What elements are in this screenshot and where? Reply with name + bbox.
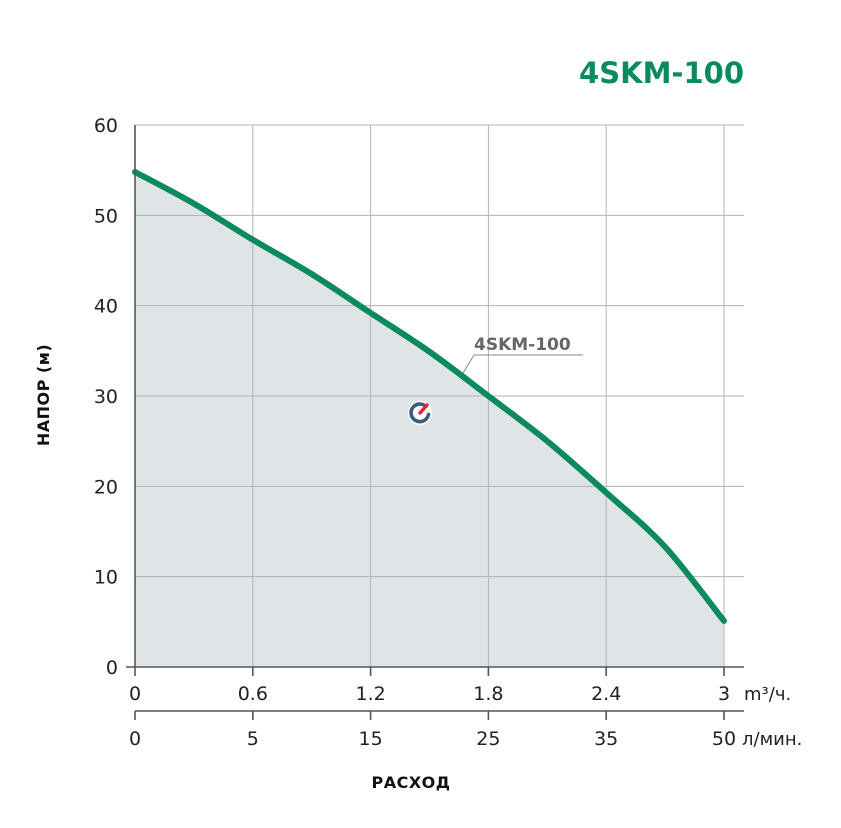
x-unit-secondary: л/мин. (742, 729, 802, 750)
series-curve (132, 168, 727, 624)
y-tick-label: 60 (94, 115, 118, 137)
x-tick-label-primary: 2.4 (591, 683, 621, 705)
x-axis-title: РАСХОД (371, 773, 450, 792)
x-tick-label-secondary: 50 (712, 728, 736, 750)
x-tick-label-secondary: 0 (129, 728, 141, 750)
x-tick-label-secondary: 25 (476, 728, 500, 750)
x-tick-label-primary: 0 (129, 683, 141, 705)
y-tick-label: 50 (94, 205, 118, 227)
series-label-callout: 4SKM-100 (462, 335, 583, 374)
axes (126, 125, 744, 720)
y-tick-label: 0 (106, 657, 118, 679)
y-axis-title: НАПОР (м) (34, 344, 53, 446)
x-tick-label-primary: 1.8 (473, 683, 503, 705)
y-tick-label: 10 (94, 567, 118, 589)
chart-title: 4SKM-100 (579, 56, 744, 90)
x-tick-label-primary: 0.6 (238, 683, 268, 705)
y-tick-label: 30 (94, 386, 118, 408)
series-label-leader (462, 354, 475, 374)
y-tick-label: 40 (94, 296, 118, 318)
y-tick-label: 20 (94, 476, 118, 498)
series-label: 4SKM-100 (474, 335, 571, 355)
series-line (132, 168, 727, 624)
x-tick-label-secondary: 5 (247, 728, 259, 750)
x-tick-label-secondary: 15 (359, 728, 383, 750)
x-tick-labels-primary: 0 0.6 1.2 1.8 2.4 3 (129, 683, 730, 705)
grid (134, 124, 744, 668)
y-tick-labels: 0 10 20 30 40 50 60 (94, 115, 118, 679)
x-tick-label-primary: 1.2 (355, 683, 385, 705)
brand-logo-icon (408, 401, 432, 425)
x-tick-label-primary: 3 (718, 683, 730, 705)
x-unit-primary: m³/ч. (744, 684, 791, 705)
x-tick-labels-secondary: 0 5 15 25 35 50 (129, 728, 736, 750)
x-tick-label-secondary: 35 (594, 728, 618, 750)
